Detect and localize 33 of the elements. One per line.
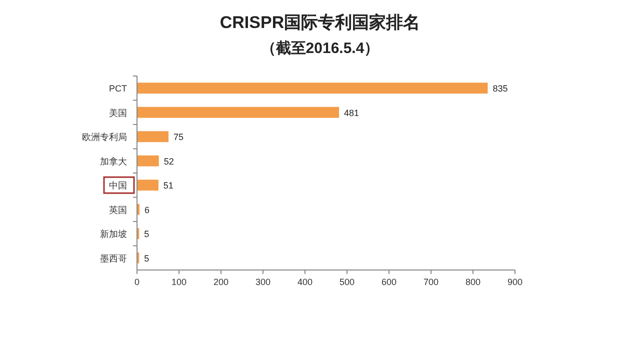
data-label: 51 bbox=[163, 180, 174, 191]
data-label: 6 bbox=[144, 204, 150, 215]
data-label: 5 bbox=[144, 253, 150, 264]
y-tick-label: 墨西哥 bbox=[100, 253, 127, 264]
bar bbox=[137, 155, 159, 166]
x-tick-label: 600 bbox=[381, 277, 397, 287]
y-tick-label: 美国 bbox=[109, 108, 127, 118]
bar bbox=[137, 106, 340, 118]
x-tick-label: 0 bbox=[134, 277, 140, 287]
y-tick-label: 欧洲专利局 bbox=[82, 132, 127, 142]
data-label: 835 bbox=[492, 84, 508, 94]
chart-subtitle: （截至2016.5.4） bbox=[260, 40, 380, 57]
y-tick-label: 加拿大 bbox=[100, 156, 127, 166]
x-tick-label: 900 bbox=[507, 277, 523, 287]
x-tick-label: 700 bbox=[423, 277, 439, 287]
x-tick-label: 200 bbox=[213, 277, 229, 287]
x-tick-label: 400 bbox=[297, 277, 313, 287]
y-tick-label: 新加坡 bbox=[100, 229, 127, 240]
x-tick-label: 100 bbox=[171, 277, 187, 287]
data-label: 75 bbox=[174, 132, 184, 142]
x-tick-label: 800 bbox=[465, 277, 481, 287]
y-tick-label: PCT bbox=[109, 84, 128, 94]
bar bbox=[137, 82, 488, 94]
x-tick-label: 300 bbox=[255, 277, 271, 287]
y-tick-label: 中国 bbox=[109, 180, 127, 191]
chart-title: CRISPR国际专利国家排名 bbox=[220, 13, 420, 32]
data-label: 481 bbox=[344, 108, 360, 118]
bar bbox=[137, 180, 158, 191]
data-label: 52 bbox=[164, 156, 174, 166]
x-tick-label: 500 bbox=[339, 277, 355, 287]
bar bbox=[137, 131, 168, 142]
y-tick-label: 英国 bbox=[109, 204, 127, 215]
data-label: 5 bbox=[144, 229, 150, 240]
